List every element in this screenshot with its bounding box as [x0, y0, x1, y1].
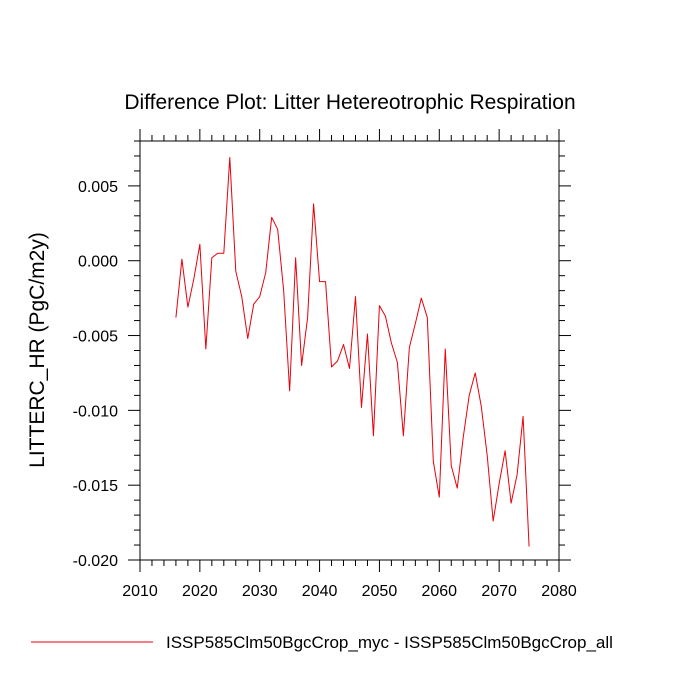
- series-layer: [175, 156, 530, 547]
- x-tick-label-2040: 2040: [302, 583, 338, 600]
- x-tick-label-2030: 2030: [242, 583, 278, 600]
- x-tick-label-2020: 2020: [182, 583, 218, 600]
- y-tick-label-0: 0.005: [78, 179, 118, 196]
- plot-frame: [139, 140, 560, 561]
- axis-ticks: [128, 129, 571, 572]
- y-tick-label-4: -0.015: [73, 478, 118, 495]
- x-tick-label-2010: 2010: [122, 583, 158, 600]
- y-tick-label-5: -0.020: [73, 553, 118, 570]
- chart-title: Difference Plot: Litter Hetereotrophic R…: [124, 91, 575, 114]
- legend: ISSP585Clm50BgcCrop_myc - ISSP585Clm50Bg…: [31, 633, 613, 652]
- legend-entry-label: ISSP585Clm50BgcCrop_myc - ISSP585Clm50Bg…: [166, 633, 613, 652]
- series-line-0: [175, 156, 530, 547]
- x-tick-label-2070: 2070: [481, 583, 517, 600]
- y-tick-label-3: -0.010: [73, 403, 118, 420]
- x-tick-label-2080: 2080: [541, 583, 577, 600]
- y-tick-label-1: 0.000: [78, 254, 118, 271]
- y-axis-label: LITTERC_HR (PgC/m2y): [26, 232, 49, 468]
- x-tick-label-2060: 2060: [421, 583, 457, 600]
- x-tick-label-2050: 2050: [362, 583, 398, 600]
- axis-tick-labels: 2010 2020 2030 2040 2050 2060 2070 2080 0.005 0.0…: [73, 179, 577, 600]
- y-tick-label-2: -0.005: [73, 329, 118, 346]
